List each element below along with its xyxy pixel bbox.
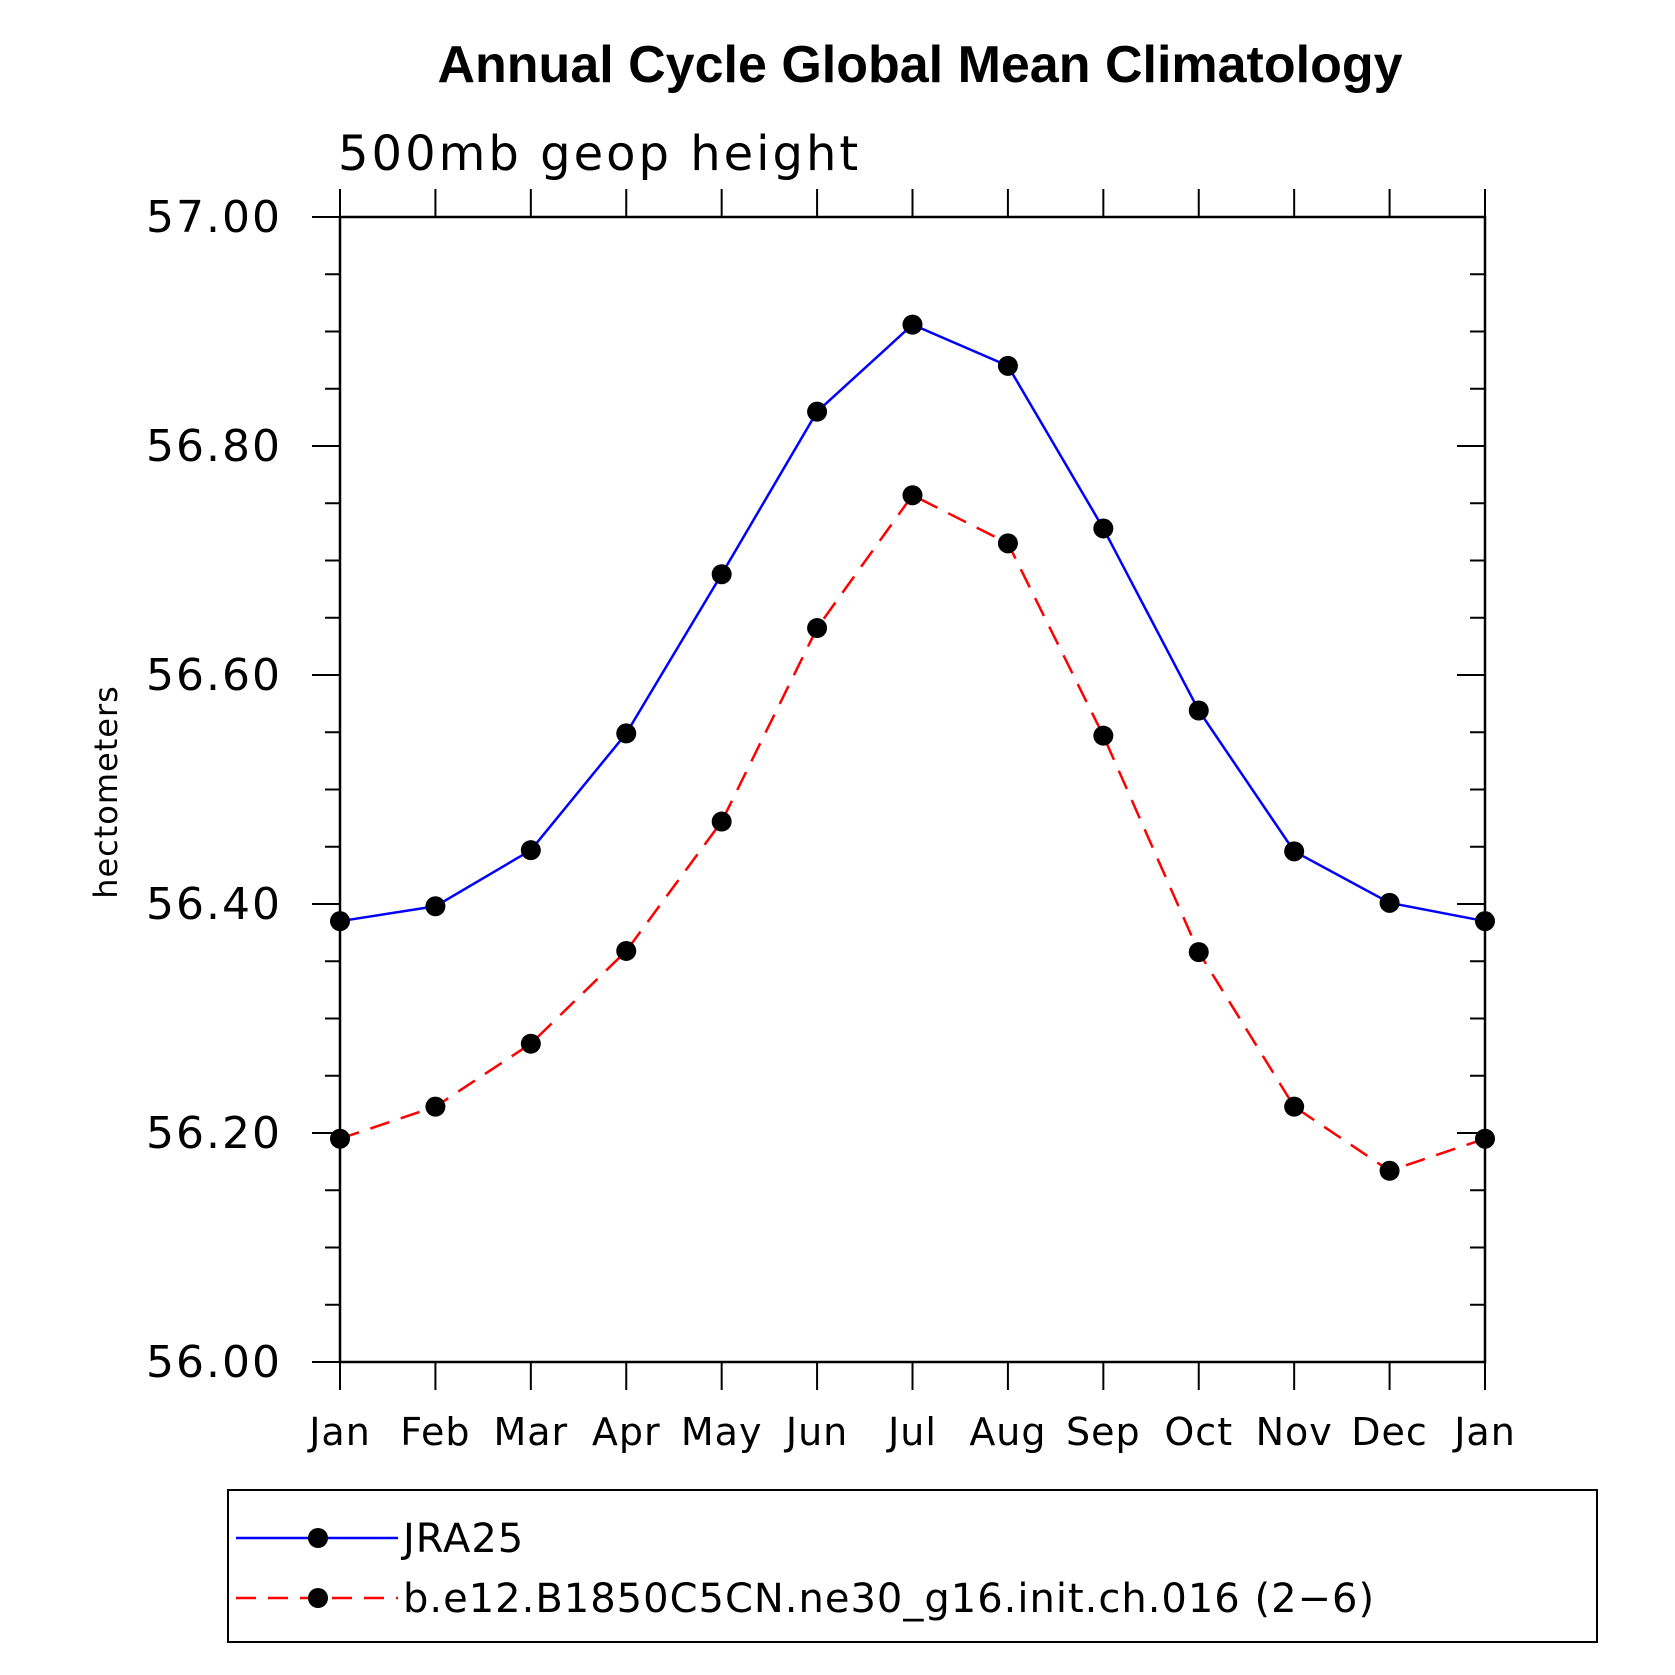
- series-line: [339, 323, 1486, 923]
- data-point: [711, 564, 732, 585]
- y-tick-label: 56.60: [146, 650, 282, 701]
- legend: JRA25 b.e12.B1850C5CN.ne30_g16.init.ch.01…: [236, 1516, 1375, 1622]
- series-2: [330, 485, 1495, 1181]
- data-point: [997, 355, 1018, 376]
- y-axis-label: hectometers: [87, 685, 125, 899]
- legend-box: [227, 1489, 1598, 1643]
- series-layer: [330, 314, 1495, 1181]
- x-tick-label: Oct: [1164, 1410, 1233, 1454]
- data-point: [902, 485, 923, 506]
- x-tick-label: Dec: [1351, 1410, 1428, 1454]
- chart-subtitle: 500mb geop height: [338, 126, 861, 182]
- data-point: [330, 911, 350, 932]
- x-tick-label: Jun: [784, 1410, 848, 1454]
- data-point: [520, 1033, 541, 1054]
- data-point: [520, 840, 541, 861]
- data-point: [1379, 1160, 1400, 1181]
- legend-marker: [308, 1588, 328, 1608]
- x-tick-label: Jan: [307, 1410, 371, 1454]
- series-1: [330, 314, 1495, 932]
- x-tick-label: Jul: [886, 1410, 937, 1454]
- data-point: [1093, 725, 1114, 746]
- data-point: [1379, 892, 1400, 913]
- y-tick-label: 57.00: [146, 192, 282, 243]
- x-tick-label: Jan: [1452, 1410, 1516, 1454]
- data-point: [1188, 700, 1209, 721]
- series-line: [339, 493, 1486, 1173]
- data-point: [1188, 942, 1209, 963]
- data-point: [1284, 841, 1305, 862]
- data-point: [616, 940, 637, 961]
- legend-label: b.e12.B1850C5CN.ne30_g16.init.ch.016 (2−…: [403, 1576, 1375, 1622]
- data-point: [902, 314, 923, 335]
- data-point: [425, 896, 446, 917]
- x-tick-label: Sep: [1066, 1410, 1141, 1454]
- x-tick-labels: Jan Feb Mar Apr May Jun Jul Aug Sep Oct Nov Dec Jan: [307, 1410, 1516, 1454]
- data-point: [1475, 1128, 1495, 1149]
- x-tick-label: May: [681, 1410, 763, 1454]
- legend-marker: [308, 1528, 328, 1548]
- legend-label: JRA25: [400, 1516, 524, 1562]
- x-tick-label: Nov: [1256, 1410, 1333, 1454]
- y-tick-label: 56.20: [146, 1108, 282, 1159]
- y-tick-labels: 56.00 56.20 56.40 56.60 56.80 57.00: [146, 192, 282, 1388]
- data-point: [1475, 911, 1495, 932]
- data-point: [1093, 518, 1114, 539]
- y-tick-label: 56.00: [146, 1337, 282, 1388]
- data-point: [807, 618, 828, 639]
- data-point: [425, 1096, 446, 1117]
- data-point: [711, 811, 732, 832]
- data-point: [616, 723, 637, 744]
- y-tick-label: 56.40: [146, 879, 282, 930]
- data-point: [807, 401, 828, 422]
- chart-title: Annual Cycle Global Mean Climatology: [437, 36, 1402, 94]
- x-tick-label: Apr: [592, 1410, 661, 1454]
- data-point: [330, 1128, 350, 1149]
- data-point: [997, 533, 1018, 554]
- x-tick-label: Mar: [493, 1410, 568, 1454]
- plot-frame: [338, 215, 1487, 1364]
- axis-ticks: [312, 189, 1486, 1390]
- data-point: [1284, 1096, 1305, 1117]
- x-tick-label: Aug: [969, 1410, 1046, 1454]
- y-tick-label: 56.80: [146, 421, 282, 472]
- x-tick-label: Feb: [400, 1410, 470, 1454]
